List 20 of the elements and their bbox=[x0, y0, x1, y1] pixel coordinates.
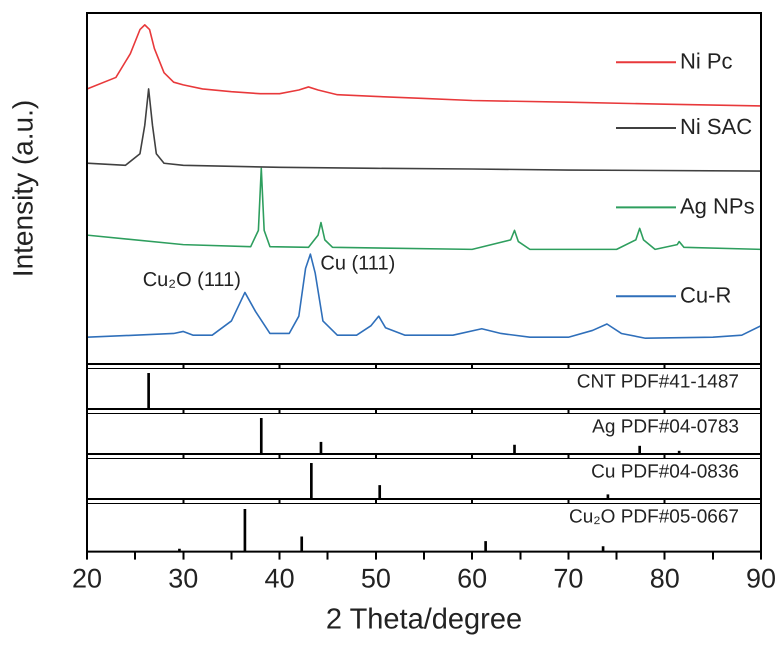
chart-title: Cu PDF#04-0836 bbox=[591, 462, 739, 483]
legend-label: Ni Pc bbox=[680, 48, 733, 74]
y-axis-title: Intensity (a.u.) bbox=[8, 100, 39, 278]
annotation: Cu₂O (111) bbox=[142, 268, 241, 291]
x-tick-label: 80 bbox=[650, 563, 680, 594]
x-tick-label: 70 bbox=[553, 563, 584, 594]
x-tick-label: 60 bbox=[457, 563, 488, 594]
legend-label: Ni SAC bbox=[680, 114, 752, 140]
annotation: Cu (111) bbox=[320, 252, 396, 275]
x-tick-label: 40 bbox=[264, 563, 295, 594]
x-tick-label: 90 bbox=[746, 563, 776, 594]
legend-label: Cu-R bbox=[680, 282, 732, 308]
x-tick-label: 20 bbox=[72, 563, 102, 594]
x-axis-title: 2 Theta/degree bbox=[326, 604, 522, 636]
chart-title: CNT PDF#41-1487 bbox=[576, 372, 739, 393]
x-tick-label: 30 bbox=[168, 563, 198, 594]
chart-title: Ag PDF#04-0783 bbox=[592, 416, 739, 438]
x-tick-label: 50 bbox=[360, 563, 391, 594]
chart-title: Cu₂O PDF#05-0667 bbox=[568, 506, 739, 528]
legend-label: Ag NPs bbox=[680, 193, 755, 218]
